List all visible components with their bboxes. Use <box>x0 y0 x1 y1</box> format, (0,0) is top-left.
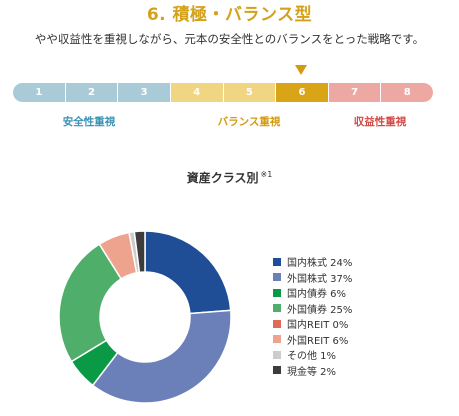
legend-label: 現金等 2% <box>287 366 337 378</box>
legend-item: 国内株式 24% <box>273 254 352 270</box>
legend-label: 外国株式 37% <box>287 273 353 285</box>
risk-level-6: 6 <box>276 83 329 102</box>
risk-level-8: 8 <box>381 83 433 102</box>
strategy-description: やや収益性を重視しながら、元本の安全性とのバランスをとった戦略です。 <box>34 32 425 46</box>
chart-title: 資産クラス別 ※1 <box>0 169 459 186</box>
risk-level-3: 3 <box>118 83 171 102</box>
legend-swatch <box>273 366 281 375</box>
slice-1 <box>91 309 232 404</box>
group-label-balance: バランス重視 <box>217 116 281 128</box>
legend-swatch <box>273 273 281 282</box>
group-label-safety: 安全性重視 <box>62 116 116 128</box>
risk-level-5: 5 <box>223 83 277 102</box>
risk-level-2: 2 <box>65 83 119 102</box>
legend-label: 外国債券 25% <box>287 304 353 316</box>
legend-label: 国内REIT 0% <box>287 320 349 332</box>
asset-class-donut-chart <box>58 230 232 404</box>
legend-label: 国内債券 6% <box>287 289 347 301</box>
selected-level-marker <box>295 65 307 75</box>
legend-swatch <box>273 257 281 266</box>
legend-item: 外国株式 37% <box>273 270 352 286</box>
slice-3 <box>58 243 123 363</box>
legend-label: その他 1% <box>287 351 337 363</box>
legend-swatch <box>273 319 281 328</box>
group-label-return: 収益性重視 <box>353 116 407 128</box>
legend-item: 国内REIT 0% <box>273 316 352 332</box>
risk-level-4: 4 <box>170 83 224 102</box>
legend-item: 外国債券 25% <box>273 301 352 317</box>
legend-item: 現金等 2% <box>273 363 352 379</box>
chart-title-note: ※1 <box>260 170 273 179</box>
risk-level-7: 7 <box>328 83 382 102</box>
legend-swatch <box>273 304 281 313</box>
legend-item: その他 1% <box>273 347 352 363</box>
legend-item: 国内債券 6% <box>273 285 352 301</box>
legend-swatch <box>273 350 281 359</box>
risk-level-1: 1 <box>13 83 66 102</box>
chart-legend: 国内株式 24% 外国株式 37% 国内債券 6% 外国債券 25% 国内REIT 0%… <box>273 254 352 378</box>
legend-item: 外国REIT 6% <box>273 332 352 348</box>
legend-swatch <box>273 335 281 344</box>
legend-label: 国内株式 24% <box>287 258 353 270</box>
slice-0 <box>144 230 232 315</box>
legend-label: 外国REIT 6% <box>287 335 349 347</box>
chart-title-text: 資産クラス別 <box>186 171 259 185</box>
slice-7 <box>133 230 146 274</box>
legend-swatch <box>273 288 281 297</box>
page-title: 6. 積極・バランス型 <box>146 5 313 25</box>
